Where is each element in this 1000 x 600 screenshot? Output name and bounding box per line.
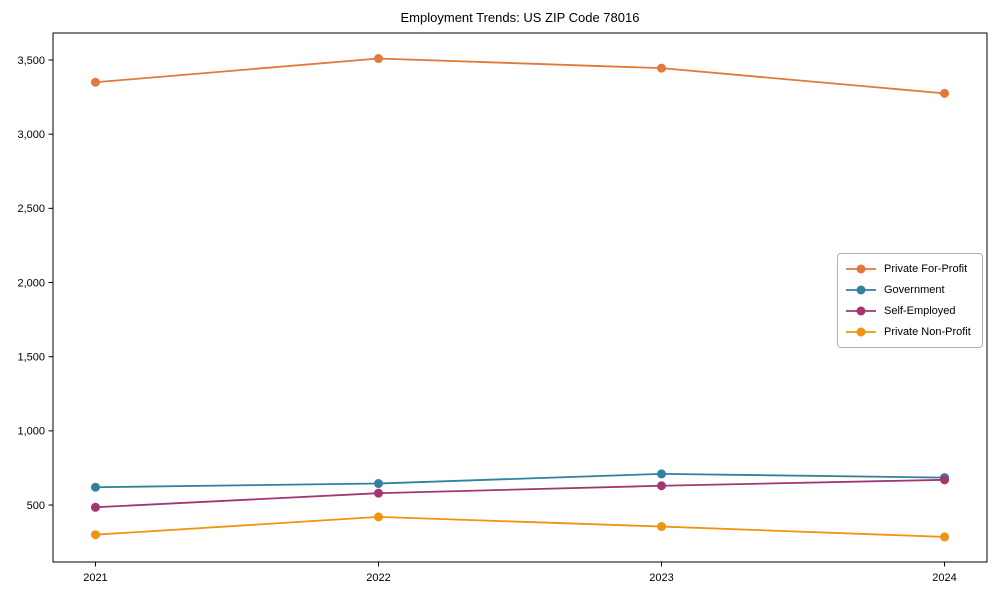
series-line-government <box>95 472 945 489</box>
data-point-self-employed <box>657 481 667 491</box>
legend-label-private-for-profit: Private For-Profit <box>884 263 968 276</box>
data-point-government <box>657 469 667 479</box>
data-point-private-for-profit <box>940 88 950 98</box>
legend-label-private-non-profit: Private Non-Profit <box>884 325 971 338</box>
legend-item-private-non-profit: Private Non-Profit <box>845 323 975 341</box>
y-tick-label: 2,500 <box>17 203 45 215</box>
y-tick-label: 500 <box>27 500 45 512</box>
data-point-private-non-profit <box>90 530 100 540</box>
legend-swatch-private-for-profit <box>846 264 876 274</box>
data-point-self-employed <box>90 502 100 512</box>
y-tick-label: 3,500 <box>17 55 45 67</box>
legend-swatch-self-employed <box>846 306 876 316</box>
y-tick-label: 1,000 <box>17 426 45 438</box>
data-point-government <box>90 482 100 492</box>
axes-frame <box>52 32 988 563</box>
legend: Private For-Profit Government Self-Employe… <box>837 253 983 348</box>
data-point-private-non-profit <box>657 522 667 532</box>
legend-item-private-for-profit: Private For-Profit <box>845 260 975 278</box>
data-point-self-employed <box>940 475 950 485</box>
x-tick-label: 2021 <box>83 572 107 584</box>
legend-label-self-employed: Self-Employed <box>884 304 956 317</box>
data-point-self-employed <box>373 488 383 498</box>
legend-item-self-employed: Self-Employed <box>845 302 975 320</box>
series-line-self-employed <box>95 478 945 509</box>
data-point-private-non-profit <box>373 512 383 522</box>
x-tick-label: 2023 <box>649 572 673 584</box>
data-point-private-for-profit <box>657 63 667 73</box>
data-point-government <box>373 479 383 489</box>
legend-swatch-government <box>846 285 876 295</box>
x-tick-label: 2024 <box>932 572 956 584</box>
data-point-private-for-profit <box>373 54 383 64</box>
y-tick-label: 3,000 <box>17 129 45 141</box>
series-line-private-for-profit <box>95 57 945 95</box>
y-tick-label: 1,500 <box>17 351 45 363</box>
legend-item-government: Government <box>845 281 975 299</box>
legend-swatch-private-non-profit <box>846 327 876 337</box>
data-point-private-for-profit <box>90 77 100 87</box>
data-point-private-non-profit <box>940 532 950 542</box>
legend-label-government: Government <box>884 284 945 297</box>
y-tick-label: 2,000 <box>17 277 45 289</box>
x-tick-label: 2022 <box>366 572 390 584</box>
chart-title: Employment Trends: US ZIP Code 78016 <box>400 10 640 25</box>
series-line-private-non-profit <box>95 516 945 538</box>
